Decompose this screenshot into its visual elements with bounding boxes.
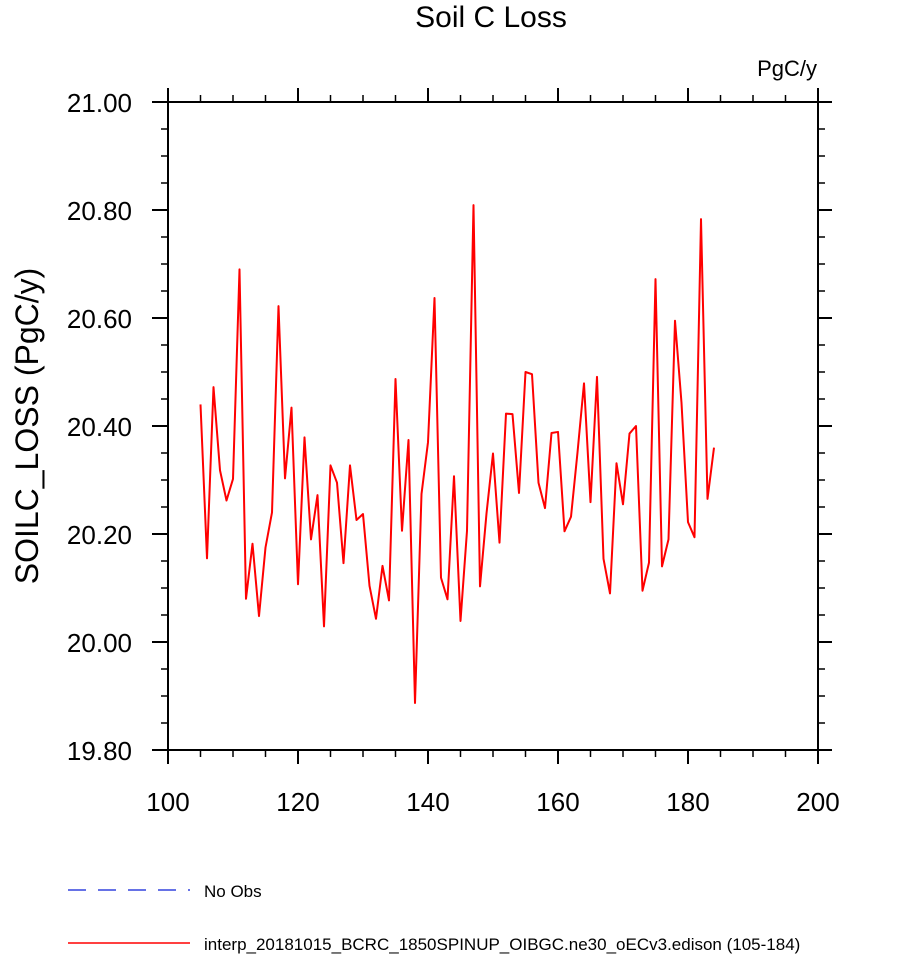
x-tick-label: 120 [276, 787, 319, 817]
series-line-1 [199, 204, 715, 705]
x-tick-label: 140 [406, 787, 449, 817]
y-tick-label: 20.80 [67, 196, 132, 226]
units-label: PgC/y [757, 56, 817, 81]
legend-label-0: No Obs [204, 882, 262, 901]
x-tick-label: 100 [146, 787, 189, 817]
y-tick-label: 19.80 [67, 736, 132, 766]
y-tick-label: 20.60 [67, 304, 132, 334]
y-axis-label: SOILC_LOSS (PgC/y) [9, 268, 45, 585]
legend: No Obs interp_20181015_BCRC_1850SPINUP_OI… [68, 882, 800, 954]
legend-label-1: interp_20181015_BCRC_1850SPINUP_OIBGC.ne… [204, 935, 800, 954]
plot-frame [167, 101, 819, 751]
y-tick-label: 20.40 [67, 412, 132, 442]
x-tick-label: 200 [796, 787, 839, 817]
x-tick-label: 180 [666, 787, 709, 817]
tick-labels: 100 120 140 160 180 200 19.80 20.00 20.20 20.40 20… [67, 88, 840, 817]
y-tick-label: 20.00 [67, 628, 132, 658]
axis-ticks [152, 88, 832, 764]
series-lines [199, 204, 715, 705]
y-tick-label: 21.00 [67, 88, 132, 118]
chart-title: Soil C Loss [415, 1, 567, 34]
x-tick-label: 160 [536, 787, 579, 817]
y-tick-label: 20.20 [67, 520, 132, 550]
